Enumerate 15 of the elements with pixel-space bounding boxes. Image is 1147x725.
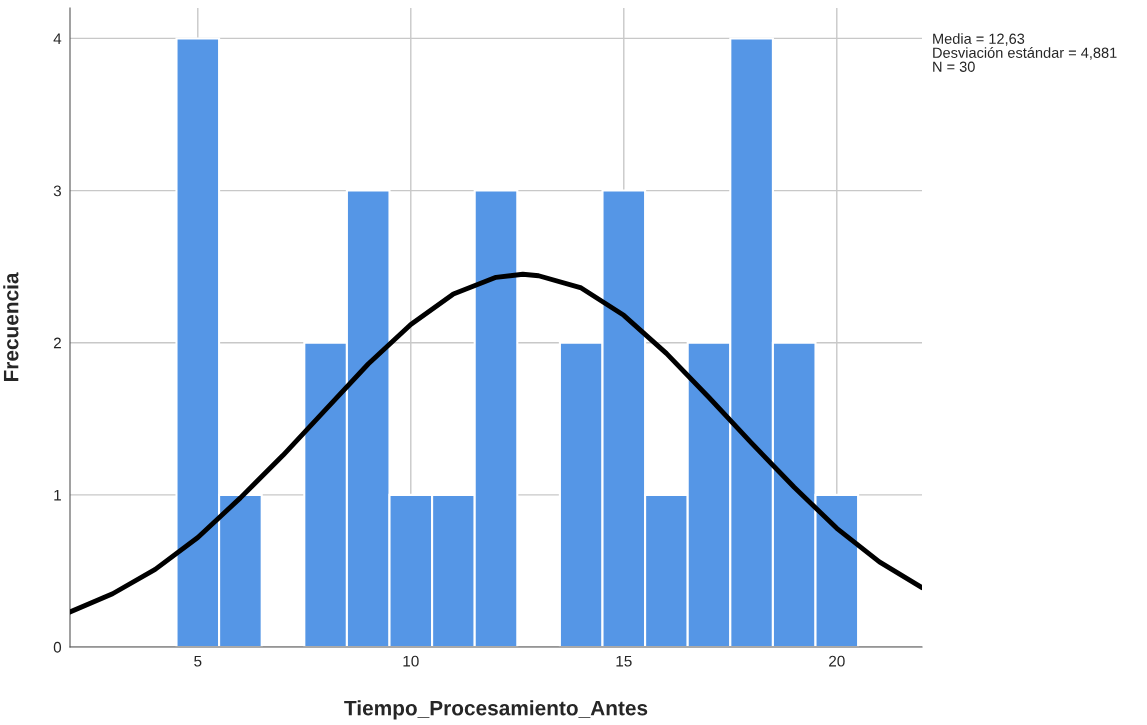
y-tick-label: 3 bbox=[53, 185, 61, 197]
text: Media = 12,63 bbox=[933, 33, 1025, 46]
y-tick-label: 1 bbox=[54, 489, 61, 501]
line-series bbox=[70, 271, 922, 615]
x-tick-label: 10 bbox=[403, 655, 419, 667]
x-tick-label: 5 bbox=[194, 655, 202, 667]
y-tick-label: 4 bbox=[53, 33, 62, 44]
x-tick-label: 20 bbox=[829, 655, 845, 667]
x-axis-title: Tiempo_Procesamiento_Antes bbox=[344, 700, 648, 720]
y-tick-label: 2 bbox=[53, 337, 61, 349]
text: N = 30 bbox=[933, 61, 975, 72]
x-tick-label: 15 bbox=[616, 655, 632, 667]
y-axis-title: Frecuencia bbox=[3, 272, 19, 382]
y-tick-label: 0 bbox=[53, 641, 62, 653]
text: Desviación estándar = 4,881 bbox=[933, 47, 1117, 60]
